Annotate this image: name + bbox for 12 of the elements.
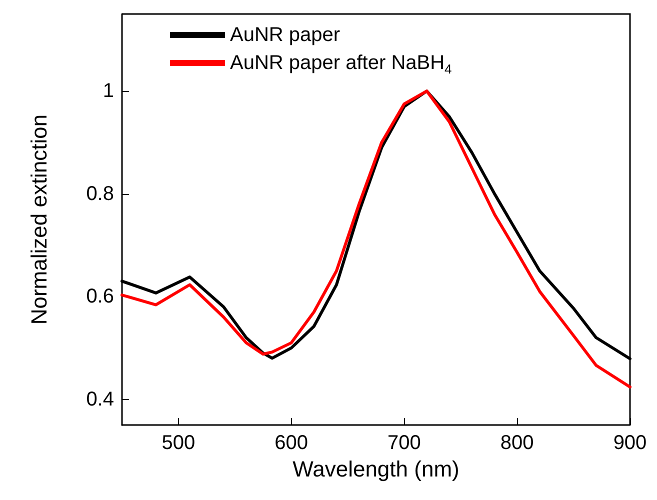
x-tick-label: 700	[388, 432, 421, 454]
legend-label: AuNR paper	[230, 24, 340, 46]
x-tick-label: 500	[162, 432, 196, 454]
y-axis-title: Normalized extinction	[26, 114, 52, 325]
x-axis-title: Wavelength (nm)	[292, 456, 460, 482]
y-tick-label: 0.4	[86, 388, 114, 410]
y-tick-label: 0.6	[86, 286, 114, 308]
y-tick-label: 0.8	[86, 182, 114, 205]
x-tick-label: 800	[500, 432, 534, 454]
y-tick-label: 1	[102, 80, 114, 102]
x-tick-label: 900	[613, 432, 647, 454]
x-tick-label: 600	[274, 432, 308, 454]
